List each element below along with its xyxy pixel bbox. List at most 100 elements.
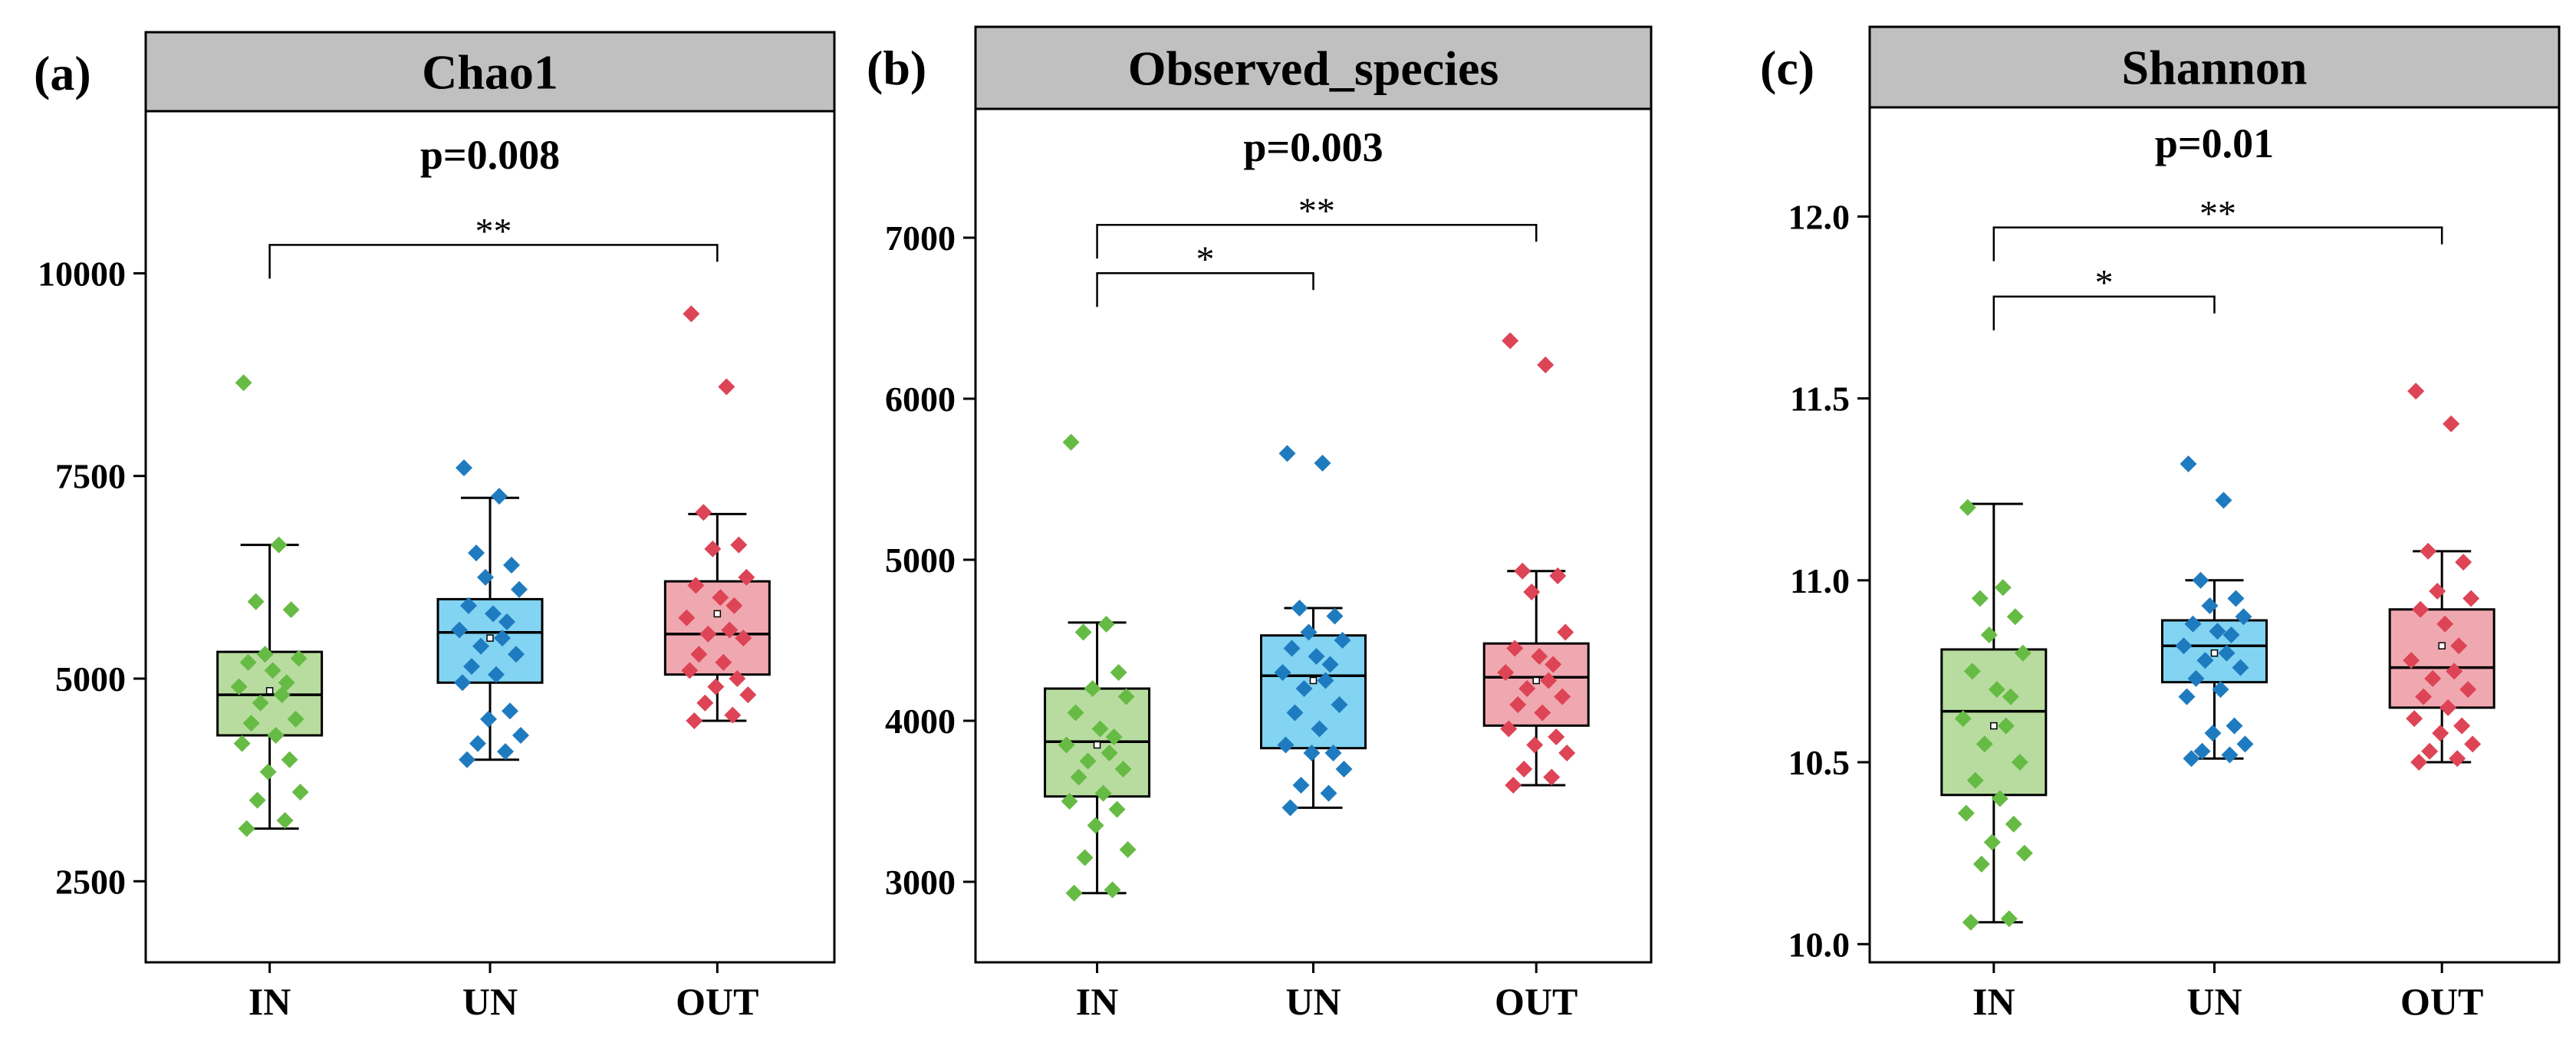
data-point xyxy=(239,653,257,671)
significance-bracket xyxy=(268,244,719,279)
y-tick-label: 5000 xyxy=(55,659,126,699)
panel-title: Chao1 xyxy=(422,45,558,100)
data-point xyxy=(1954,710,1972,728)
data-point xyxy=(735,630,752,647)
data-point xyxy=(1076,849,1094,866)
data-point xyxy=(456,459,472,477)
y-tick-label: 7000 xyxy=(885,219,956,258)
data-point xyxy=(1962,913,1979,931)
data-point xyxy=(497,743,514,761)
data-point xyxy=(707,678,725,695)
data-point xyxy=(1087,817,1104,834)
data-point xyxy=(1274,664,1291,681)
mean-marker xyxy=(486,634,494,642)
data-point xyxy=(681,662,699,679)
significance-bracket xyxy=(1096,271,1314,307)
data-point xyxy=(2421,742,2439,760)
data-point xyxy=(2420,542,2437,560)
data-point xyxy=(512,727,529,744)
mean-marker xyxy=(1532,676,1540,685)
data-point xyxy=(730,536,748,554)
data-point xyxy=(1117,688,1135,705)
data-point xyxy=(2429,583,2446,600)
data-point xyxy=(1283,640,1301,657)
data-point xyxy=(1326,607,1344,625)
data-point xyxy=(273,686,291,704)
mean-marker xyxy=(2210,649,2219,657)
data-point xyxy=(1526,736,1544,754)
data-point xyxy=(2184,615,2202,633)
data-point xyxy=(1308,648,1325,665)
title-strip xyxy=(1868,25,2561,109)
p-value: p=0.003 xyxy=(1243,124,1383,170)
data-point xyxy=(2180,455,2197,472)
x-tick-label: UN xyxy=(2186,980,2242,1023)
data-point xyxy=(291,784,309,801)
panel-label: (b) xyxy=(867,41,926,95)
significance-stars: ** xyxy=(475,211,512,252)
data-point xyxy=(454,674,471,692)
data-point xyxy=(1303,745,1321,761)
panel-title: Observed_species xyxy=(1128,41,1499,96)
data-point xyxy=(502,702,518,720)
data-point xyxy=(2455,554,2472,571)
data-point xyxy=(2407,383,2425,400)
data-point xyxy=(695,504,712,521)
data-point xyxy=(2221,746,2239,764)
data-point xyxy=(2436,615,2454,633)
title-strip xyxy=(144,31,836,113)
data-point xyxy=(511,580,528,598)
data-point xyxy=(1983,834,2001,851)
data-point xyxy=(2011,754,2028,771)
data-point xyxy=(1317,672,1334,689)
data-point xyxy=(718,378,735,396)
data-point xyxy=(1314,455,1331,472)
data-point xyxy=(1497,664,1515,681)
plot-frame xyxy=(974,107,1653,964)
x-tick-label: UN xyxy=(462,980,518,1023)
data-point xyxy=(1515,761,1533,778)
x-tick-label: OUT xyxy=(676,980,758,1023)
panel-observed-species: (b) Observed_species 3000 4000 5000 6000 7000 p… xyxy=(867,25,1653,1023)
data-point xyxy=(2226,717,2243,735)
data-point xyxy=(508,646,525,663)
title-strip xyxy=(974,25,1653,110)
data-point xyxy=(259,763,277,781)
y-tick-label: 7500 xyxy=(55,457,126,496)
data-point xyxy=(2406,710,2423,728)
mean-marker xyxy=(2438,642,2446,649)
panel-label: (a) xyxy=(34,46,91,100)
data-point xyxy=(287,710,304,728)
data-point xyxy=(1549,567,1567,584)
data-point xyxy=(696,694,714,712)
data-point xyxy=(2015,844,2033,862)
data-point xyxy=(2002,688,2019,705)
x-tick-label: IN xyxy=(1972,980,2015,1023)
data-point xyxy=(721,621,739,639)
data-point xyxy=(2443,415,2460,432)
data-point xyxy=(469,735,486,752)
data-point xyxy=(2410,754,2428,771)
data-point xyxy=(2464,735,2482,753)
data-point xyxy=(2424,669,2442,687)
data-point xyxy=(2236,735,2254,753)
data-point xyxy=(2453,717,2471,735)
mean-marker xyxy=(1093,741,1101,749)
data-point xyxy=(1523,584,1541,600)
data-point xyxy=(494,630,511,647)
mean-marker xyxy=(1309,676,1318,685)
data-point xyxy=(2178,688,2196,705)
data-point xyxy=(2175,637,2193,655)
data-point xyxy=(2450,637,2468,655)
data-point xyxy=(1554,688,1571,705)
data-point xyxy=(1959,498,1976,516)
data-point xyxy=(1100,745,1118,761)
data-point xyxy=(1300,623,1318,641)
data-point xyxy=(1335,761,1353,778)
mean-marker xyxy=(713,610,722,618)
data-point xyxy=(247,593,265,610)
data-point xyxy=(1331,696,1348,713)
data-point xyxy=(2432,725,2449,742)
data-point xyxy=(230,678,248,695)
